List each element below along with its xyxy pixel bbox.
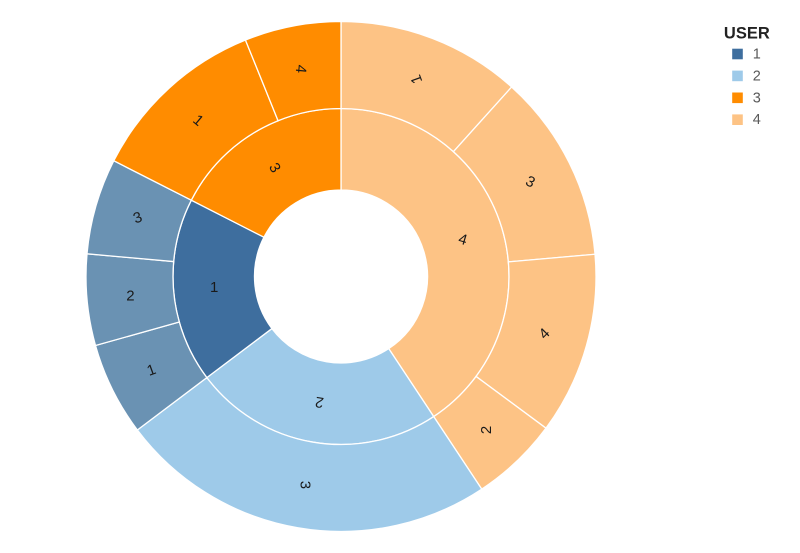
svg-text:3: 3 xyxy=(297,481,314,489)
svg-text:USER: USER xyxy=(724,24,770,42)
svg-text:4: 4 xyxy=(753,112,761,128)
svg-text:2: 2 xyxy=(126,288,134,305)
svg-text:3: 3 xyxy=(753,90,761,106)
svg-text:1: 1 xyxy=(210,279,218,296)
svg-text:2: 2 xyxy=(478,426,495,434)
svg-text:4: 4 xyxy=(292,64,310,74)
svg-text:2: 2 xyxy=(753,68,761,84)
svg-text:1: 1 xyxy=(753,47,761,63)
